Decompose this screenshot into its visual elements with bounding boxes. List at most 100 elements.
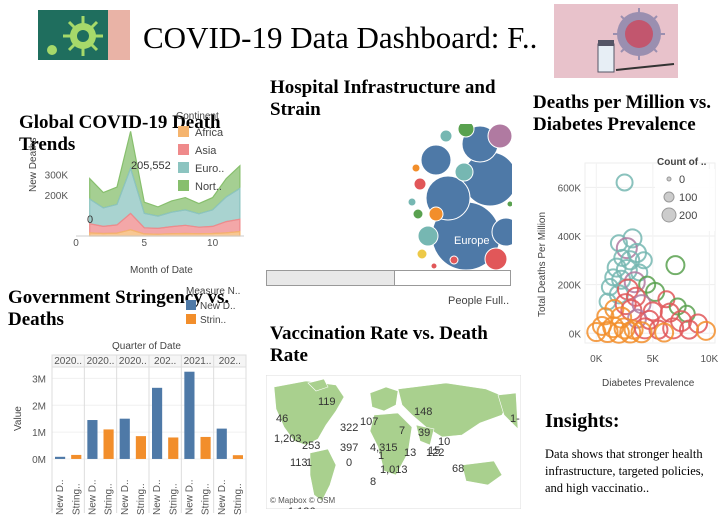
bar-3-1[interactable] bbox=[168, 437, 179, 459]
map-label-3: 322 bbox=[340, 422, 358, 434]
bar-0-0[interactable] bbox=[55, 456, 66, 459]
area-legend-item-1: Asia bbox=[195, 145, 217, 157]
people-fully-label: People Full.. bbox=[448, 295, 510, 307]
scatter-point[interactable] bbox=[638, 275, 657, 294]
bar-y-tick-0: 0M bbox=[32, 455, 46, 466]
scatter-legend-title: Count of .. bbox=[657, 157, 707, 168]
bar-category-label: New D.. bbox=[120, 479, 131, 515]
map-landmass bbox=[273, 378, 519, 502]
bubble-label-europe: Europe bbox=[454, 235, 489, 247]
scatter-point[interactable] bbox=[634, 251, 653, 270]
bubble-b12[interactable] bbox=[413, 177, 427, 191]
map-label-9: 253 bbox=[302, 440, 320, 452]
bar-5-1[interactable] bbox=[232, 455, 243, 459]
scatter-point[interactable] bbox=[695, 320, 716, 341]
bar-quarter-label-0: 2020.. bbox=[54, 356, 82, 367]
bar-legend-item-0: New D.. bbox=[200, 301, 236, 312]
vaccination-title: Vaccination Rate vs. Death Rate bbox=[270, 323, 488, 366]
bar-5-0[interactable] bbox=[216, 428, 227, 459]
scatter-y-tick-3: 600K bbox=[558, 183, 582, 194]
insights-text: Data shows that stronger health infrastr… bbox=[545, 447, 704, 495]
map-label-5: 1,203 bbox=[274, 433, 302, 445]
area-legend-swatch-0 bbox=[178, 126, 189, 137]
bar-2-1[interactable] bbox=[135, 436, 146, 459]
bubble-b11[interactable] bbox=[428, 206, 444, 222]
bubble-b17[interactable] bbox=[407, 197, 417, 207]
map-label-7: 39 bbox=[418, 427, 430, 439]
bubble-b10[interactable] bbox=[457, 124, 475, 138]
bubble-b16[interactable] bbox=[449, 255, 459, 265]
bubble-b13[interactable] bbox=[439, 129, 453, 143]
map-label-12: 4,315 bbox=[370, 442, 398, 454]
bar-0-1[interactable] bbox=[71, 454, 82, 459]
bar-y-tick-2: 2M bbox=[32, 401, 46, 412]
bubble-b9[interactable] bbox=[454, 162, 474, 182]
bubble-b8[interactable] bbox=[417, 225, 439, 247]
hospital-bubble-chart[interactable]: Europe bbox=[406, 124, 512, 272]
map-label-17: 1 bbox=[378, 450, 384, 462]
hospital-title: Hospital Infrastructure and Strain bbox=[270, 77, 496, 120]
scatter-point[interactable] bbox=[586, 322, 607, 343]
map-label-20: 1,126 bbox=[288, 506, 316, 509]
scatter-legend-label-2: 200 bbox=[679, 210, 697, 222]
bubble-b14[interactable] bbox=[412, 208, 424, 220]
bubble-b7[interactable] bbox=[484, 247, 508, 271]
area-legend-swatch-2 bbox=[178, 162, 189, 173]
scatter-legend-size-1 bbox=[663, 191, 675, 203]
insights-title: Insights: bbox=[545, 410, 620, 432]
bar-quarter-label-1: 2020.. bbox=[87, 356, 115, 367]
bar-category-label: String.. bbox=[71, 483, 82, 515]
scatter-point[interactable] bbox=[623, 271, 646, 294]
death-trends-area-chart[interactable]: 200K 300K 0 5 10 Continent Africa Asia Euro.. N… bbox=[0, 110, 262, 285]
scatter-y-tick-0: 0K bbox=[569, 329, 582, 340]
bar-1-1[interactable] bbox=[103, 429, 114, 459]
deaths-diabetes-scatter-chart[interactable]: 0K 200K 400K 600K 0K 5K 10K Total Deaths Per M… bbox=[533, 155, 720, 395]
bar-y-tick-3: 3M bbox=[32, 374, 46, 385]
bar-3-0[interactable] bbox=[152, 387, 163, 459]
bubble-b15[interactable] bbox=[416, 248, 428, 260]
area-x-tick-2: 10 bbox=[207, 238, 219, 249]
map-label-23: 0 bbox=[346, 457, 352, 469]
header-logo-image bbox=[38, 10, 130, 60]
area-y-axis-title: New Deaths bbox=[28, 138, 39, 192]
map-label-1: 148 bbox=[414, 406, 432, 418]
people-fully-vaccinated-slider[interactable] bbox=[266, 270, 511, 286]
scatter-point[interactable] bbox=[615, 237, 638, 260]
bubble-b6[interactable] bbox=[487, 124, 512, 149]
map-label-22: 1- bbox=[510, 413, 520, 425]
scatter-point[interactable] bbox=[615, 173, 634, 192]
bar-4-0[interactable] bbox=[184, 371, 195, 459]
bar-4-1[interactable] bbox=[200, 436, 211, 459]
bubble-b19[interactable] bbox=[430, 262, 438, 270]
scatter-point[interactable] bbox=[654, 322, 675, 343]
bubble-b20[interactable] bbox=[506, 200, 512, 208]
bubble-b18[interactable] bbox=[411, 163, 421, 173]
scatter-point[interactable] bbox=[665, 255, 686, 276]
bar-1-0[interactable] bbox=[87, 420, 98, 459]
global-trends-title: Global COVID-19 Death Trends bbox=[19, 112, 221, 155]
scatter-point[interactable] bbox=[596, 321, 619, 344]
bar-category-label: String.. bbox=[233, 483, 244, 515]
scatter-point[interactable] bbox=[614, 293, 637, 316]
scatter-legend-label-1: 100 bbox=[679, 192, 697, 204]
bubble-b5[interactable] bbox=[491, 217, 512, 247]
area-x-tick-0: 0 bbox=[73, 238, 79, 249]
area-legend-swatch-1 bbox=[178, 144, 189, 155]
bar-legend-item-1: Strin.. bbox=[200, 315, 226, 326]
bar-2-0[interactable] bbox=[119, 418, 130, 459]
stringency-bar-chart[interactable]: Quarter of Date 0M 1M 2M 3M 2020.. New D.. St… bbox=[0, 335, 262, 515]
area-x-tick-1: 5 bbox=[142, 238, 148, 249]
scatter-point[interactable] bbox=[607, 321, 630, 344]
scatter-point[interactable] bbox=[606, 257, 627, 278]
bubble-b4[interactable] bbox=[420, 144, 452, 176]
scatter-point[interactable] bbox=[619, 321, 642, 344]
bar-category-label: String.. bbox=[168, 483, 179, 515]
map-label-8: 10 bbox=[438, 436, 450, 448]
scatter-point[interactable] bbox=[633, 317, 656, 340]
map-label-2: 46 bbox=[276, 413, 288, 425]
scatter-point[interactable] bbox=[630, 321, 653, 344]
scatter-point[interactable] bbox=[662, 317, 685, 340]
map-label-4: 107 bbox=[360, 416, 378, 428]
bar-category-label: String.. bbox=[136, 483, 147, 515]
